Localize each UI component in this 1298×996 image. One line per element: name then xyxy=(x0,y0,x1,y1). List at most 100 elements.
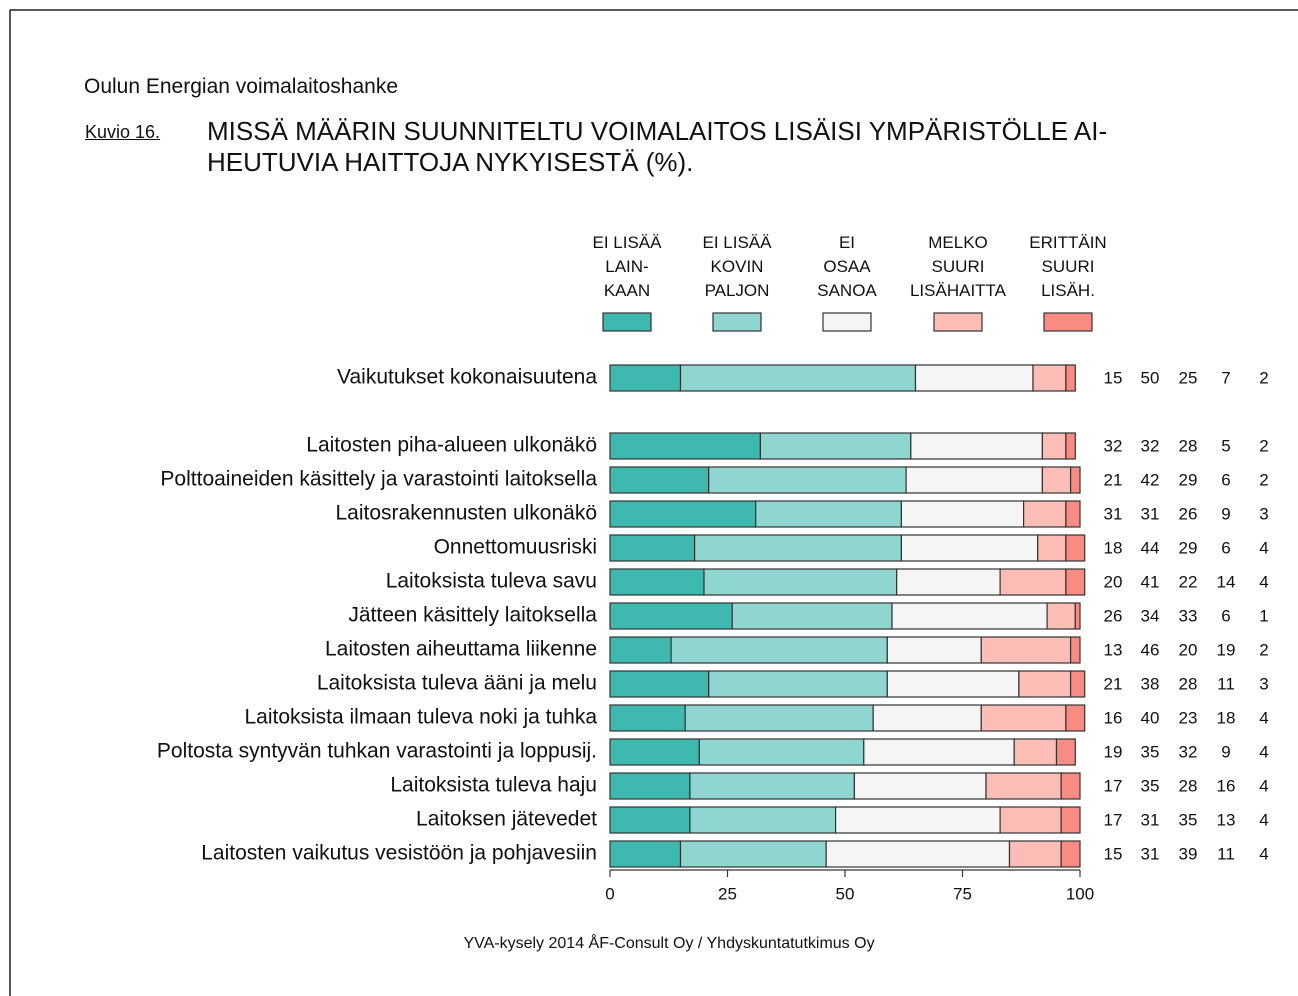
bar-segment xyxy=(684,704,874,732)
value-label: 38 xyxy=(1141,674,1160,693)
value-label: 11 xyxy=(1217,674,1235,693)
bar-segment xyxy=(1065,500,1081,528)
bar-segment xyxy=(886,636,982,664)
value-label: 21 xyxy=(1104,470,1123,489)
value-label: 28 xyxy=(1179,776,1198,795)
bar-segment xyxy=(609,568,705,596)
value-label: 35 xyxy=(1141,742,1160,761)
category-label: Laitosten aiheuttama liikenne xyxy=(325,638,597,661)
value-label: 19 xyxy=(1217,640,1236,659)
bar-segment xyxy=(896,568,1001,596)
category-label: Laitosrakennusten ulkonäkö xyxy=(335,502,597,525)
category-label: Laitoksista tuleva haju xyxy=(390,774,597,797)
value-label: 39 xyxy=(1179,844,1198,863)
bar-segment xyxy=(1032,364,1067,392)
bar-segment xyxy=(999,806,1062,834)
bar-segment xyxy=(891,602,1048,630)
value-label: 21 xyxy=(1104,674,1123,693)
category-label: Laitosten piha-alueen ulkonäkö xyxy=(306,434,597,457)
value-label: 19 xyxy=(1104,742,1123,761)
value-label: 46 xyxy=(1141,640,1160,659)
bar-segment xyxy=(1069,670,1086,698)
bar-segment xyxy=(1065,534,1086,562)
bar-segment xyxy=(980,636,1072,664)
bar-segment xyxy=(703,568,898,596)
bar-segment xyxy=(886,670,1020,698)
x-tick-label: 25 xyxy=(718,884,737,903)
legend-swatch xyxy=(822,312,872,332)
value-label: 9 xyxy=(1221,742,1230,761)
value-label: 50 xyxy=(1141,368,1160,387)
value-label: 6 xyxy=(1221,538,1230,557)
bar-segment xyxy=(609,840,682,868)
value-label: 6 xyxy=(1221,606,1230,625)
bar-segment xyxy=(609,738,700,766)
bar-segment xyxy=(1022,500,1067,528)
value-label: 6 xyxy=(1221,470,1230,489)
category-label: Poltosta syntyvän tuhkan varastointi ja … xyxy=(157,740,597,763)
value-label: 7 xyxy=(1221,368,1230,387)
category-label: Polttoaineiden käsittely ja varastointi … xyxy=(160,468,597,491)
value-label: 16 xyxy=(1104,708,1123,727)
category-label: Laitosten vaikutus vesistöön ja pohjaves… xyxy=(201,842,597,865)
bar-segment xyxy=(609,772,691,800)
value-label: 23 xyxy=(1179,708,1198,727)
category-label: Jätteen käsittely laitoksella xyxy=(348,604,597,627)
value-label: 13 xyxy=(1104,640,1123,659)
value-label: 15 xyxy=(1104,844,1123,863)
value-label: 15 xyxy=(1104,368,1123,387)
bar-segment xyxy=(609,364,682,392)
bar-segment xyxy=(609,466,710,494)
value-label: 4 xyxy=(1259,538,1268,557)
value-label: 17 xyxy=(1104,776,1123,795)
value-label: 2 xyxy=(1259,368,1268,387)
bar-segment xyxy=(1055,738,1076,766)
figure-label: Kuvio 16. xyxy=(85,122,161,142)
bar-segment xyxy=(1060,806,1081,834)
bar-segment xyxy=(1065,704,1086,732)
bar-segment xyxy=(708,466,907,494)
bar-segment xyxy=(1013,738,1058,766)
value-label: 31 xyxy=(1141,504,1160,523)
bar-segment xyxy=(1037,534,1067,562)
bar-segment xyxy=(1060,772,1081,800)
bar-segment xyxy=(1069,636,1081,664)
value-label: 32 xyxy=(1179,742,1198,761)
bar-segment xyxy=(609,806,691,834)
value-label: 4 xyxy=(1259,810,1268,829)
value-label: 20 xyxy=(1179,640,1198,659)
bar-segment xyxy=(980,704,1067,732)
bar-segment xyxy=(693,534,902,562)
bar-segment xyxy=(679,840,827,868)
value-label: 25 xyxy=(1179,368,1198,387)
value-label: 2 xyxy=(1259,640,1268,659)
value-label: 44 xyxy=(1141,538,1160,557)
value-label: 31 xyxy=(1141,810,1160,829)
value-label: 4 xyxy=(1259,572,1268,591)
bar-segment xyxy=(900,500,1025,528)
value-label: 4 xyxy=(1259,742,1268,761)
legend-label: EI LISÄÄ LAIN- KAAN xyxy=(592,233,662,300)
category-label: Vaikutukset kokonaisuutena xyxy=(337,366,597,389)
x-tick-label: 100 xyxy=(1066,884,1094,903)
value-label: 1 xyxy=(1259,606,1268,625)
value-label: 4 xyxy=(1259,776,1268,795)
bar-segment xyxy=(914,364,1034,392)
value-label: 4 xyxy=(1259,844,1268,863)
value-label: 4 xyxy=(1259,708,1268,727)
legend-label: MELKO SUURI LISÄHAITTA xyxy=(909,233,1007,300)
bar-segment xyxy=(910,432,1043,460)
bar-segment xyxy=(698,738,865,766)
value-label: 42 xyxy=(1141,470,1160,489)
value-label: 9 xyxy=(1221,504,1230,523)
value-label: 35 xyxy=(1141,776,1160,795)
legend-label: ERITTÄIN SUURI LISÄH. xyxy=(1029,233,1107,300)
value-label: 32 xyxy=(1141,436,1160,455)
bar-segment xyxy=(999,568,1067,596)
bar-segment xyxy=(609,636,672,664)
bar-segment xyxy=(1018,670,1072,698)
category-label: Laitoksista tuleva ääni ja melu xyxy=(317,672,597,695)
chart-title: MISSÄ MÄÄRIN SUUNNITELTU VOIMALAITOS LIS… xyxy=(207,116,1108,177)
